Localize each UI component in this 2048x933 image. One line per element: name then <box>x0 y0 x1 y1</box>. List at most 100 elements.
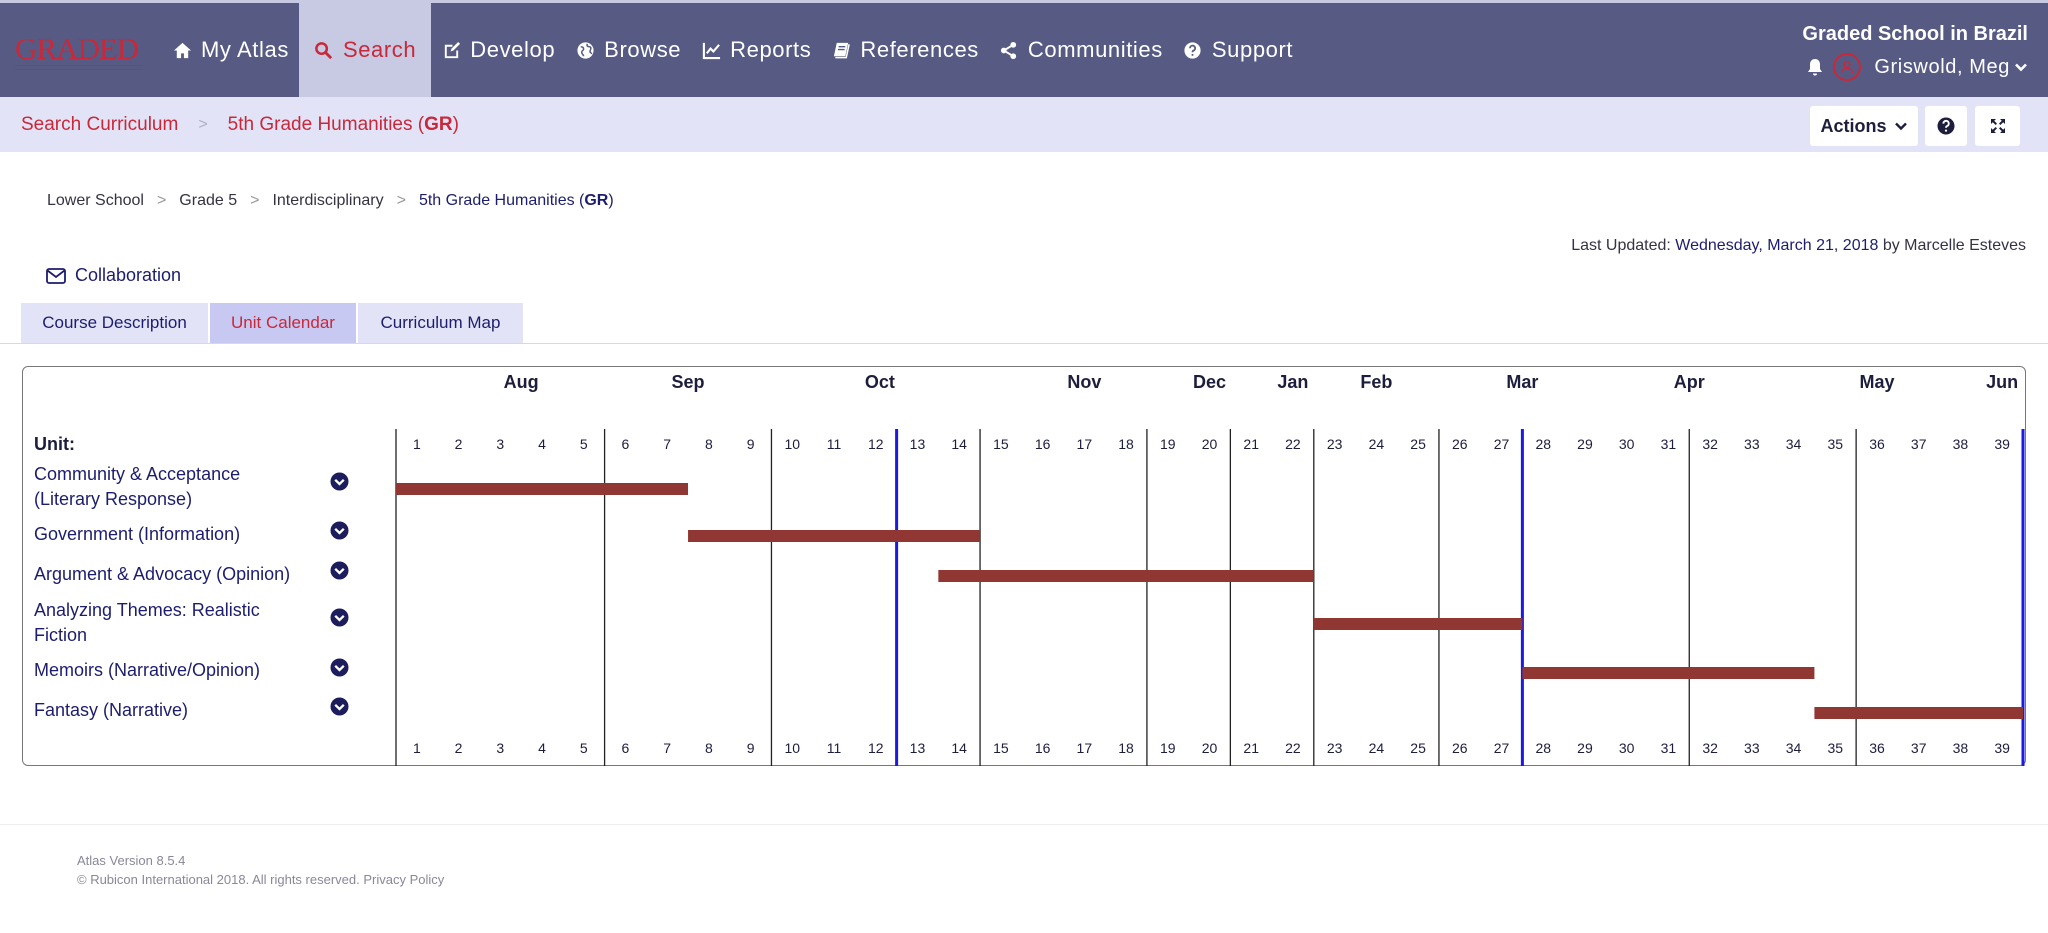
chevron-circle-down-icon[interactable] <box>330 697 349 716</box>
month-label: Dec <box>1192 372 1227 392</box>
tab-unit-calendar[interactable]: Unit Calendar <box>210 303 356 343</box>
breadcrumb-separator: > <box>396 192 406 209</box>
nav-develop[interactable]: Develop <box>431 3 565 97</box>
course-link[interactable]: 5th Grade Humanities (GR) <box>228 114 459 136</box>
week-number-bottom: 15 <box>993 740 1009 756</box>
chevron-down-icon <box>2015 63 2027 72</box>
actions-button[interactable]: Actions <box>1810 106 1918 146</box>
nav-label: Support <box>1211 37 1294 62</box>
month-label: Feb <box>1360 372 1393 392</box>
last-updated-date[interactable]: Wednesday, March 21, 2018 <box>1675 237 1879 254</box>
privacy-policy-link[interactable]: Privacy Policy <box>363 872 445 887</box>
week-number-top: 35 <box>1827 436 1844 452</box>
course-tabs: Course Description Unit Calendar Curricu… <box>21 303 525 343</box>
copyright: © Rubicon International 2018. All rights… <box>77 870 444 889</box>
week-number-top: 15 <box>993 436 1009 452</box>
school-name[interactable]: Graded School in Brazil <box>1802 23 2028 45</box>
week-number-top: 3 <box>496 436 505 452</box>
week-number-bottom: 31 <box>1660 740 1677 756</box>
search-curriculum-link[interactable]: Search Curriculum <box>21 114 179 135</box>
week-number-bottom: 4 <box>538 740 546 756</box>
unit-name[interactable]: Argument & Advocacy (Opinion) <box>34 564 291 584</box>
chevron-circle-down-icon[interactable] <box>330 472 349 491</box>
week-number-top: 36 <box>1869 436 1885 452</box>
nav-references[interactable]: References <box>821 3 989 97</box>
nav-search[interactable]: Search <box>298 3 432 97</box>
nav-browse[interactable]: Browse <box>565 3 691 97</box>
week-number-top: 19 <box>1159 436 1176 452</box>
week-number-bottom: 19 <box>1159 740 1176 756</box>
week-number-top: 31 <box>1660 436 1677 452</box>
month-label: Jan <box>1277 372 1309 392</box>
avatar[interactable] <box>1833 53 1862 81</box>
week-number-bottom: 20 <box>1201 740 1218 756</box>
chevron-circle-down-icon[interactable] <box>330 561 349 580</box>
week-number-top: 34 <box>1785 436 1802 452</box>
last-updated-prefix: Last Updated: <box>1571 237 1676 254</box>
breadcrumb-item[interactable]: Grade 5 <box>179 192 238 209</box>
last-updated: Last Updated: Wednesday, March 21, 2018 … <box>1571 237 2026 255</box>
bell-icon[interactable] <box>1805 57 1825 77</box>
chevron-circle-down-icon[interactable] <box>330 608 349 627</box>
week-number-bottom: 38 <box>1952 740 1969 756</box>
month-label: Aug <box>503 372 539 392</box>
week-number-bottom: 16 <box>1034 740 1051 756</box>
week-number-top: 4 <box>538 436 546 452</box>
week-number-bottom: 22 <box>1285 740 1301 756</box>
week-number-bottom: 34 <box>1785 740 1802 756</box>
unit-column-header: Unit: <box>34 434 75 454</box>
nav-communities[interactable]: Communities <box>989 3 1173 97</box>
week-number-bottom: 6 <box>621 740 630 756</box>
week-number-top: 10 <box>784 436 801 452</box>
unit-name[interactable]: Analyzing Themes: Realistic Fiction <box>34 600 260 645</box>
week-number-bottom: 12 <box>867 740 884 756</box>
collaboration-label: Collaboration <box>75 265 182 285</box>
chevron-circle-down-icon[interactable] <box>330 658 349 677</box>
fullscreen-button[interactable] <box>1975 106 2020 146</box>
week-number-bottom: 13 <box>909 740 926 756</box>
week-number-bottom: 10 <box>784 740 801 756</box>
help-button[interactable] <box>1925 106 1967 146</box>
breadcrumb: Lower School > Grade 5 > Interdisciplinary >5… <box>47 192 614 210</box>
week-number-bottom: 25 <box>1410 740 1426 756</box>
month-label: Oct <box>864 372 895 392</box>
logo-text: GRADED <box>15 31 139 66</box>
unit-name[interactable]: Memoirs (Narrative/Opinion) <box>34 660 261 680</box>
week-number-top: 21 <box>1243 436 1259 452</box>
week-number-top: 7 <box>663 436 672 452</box>
unit-name[interactable]: Fantasy (Narrative) <box>34 700 189 720</box>
month-label: May <box>1859 372 1895 392</box>
week-number-top: 17 <box>1076 436 1093 452</box>
week-number-bottom: 5 <box>579 740 588 756</box>
course-title-prefix: 5th Grade Humanities ( <box>227 114 425 135</box>
unit-name[interactable]: Community & Acceptance (Literary Respons… <box>34 464 241 509</box>
user-menu[interactable]: Griswold, Meg <box>1805 53 2028 81</box>
nav-label: Communities <box>1027 37 1163 62</box>
current-code: GR <box>584 192 609 209</box>
chevron-circle-down-icon[interactable] <box>330 521 349 540</box>
week-number-bottom: 21 <box>1243 740 1259 756</box>
week-number-top: 26 <box>1452 436 1468 452</box>
unit-calendar <box>22 366 2026 766</box>
graded-logo[interactable]: GRADED <box>15 33 145 73</box>
week-number-bottom: 11 <box>826 740 842 756</box>
week-number-top: 38 <box>1952 436 1969 452</box>
week-number-top: 20 <box>1201 436 1218 452</box>
nav-my-atlas[interactable]: My Atlas <box>162 3 299 97</box>
tab-course-description[interactable]: Course Description <box>21 303 208 343</box>
nav-label: Search <box>342 37 417 62</box>
breadcrumb-separator: > <box>156 192 167 209</box>
week-number-bottom: 3 <box>496 740 505 756</box>
atlas-version: Atlas Version 8.5.4 <box>77 853 186 868</box>
week-number-bottom: 14 <box>951 740 967 756</box>
nav-support[interactable]: Support <box>1173 3 1303 97</box>
breadcrumb-item[interactable]: Interdisciplinary <box>272 192 384 209</box>
week-number-bottom: 24 <box>1368 740 1385 756</box>
month-label: Apr <box>1673 372 1705 392</box>
collaboration-link[interactable]: Collaboration <box>46 265 181 286</box>
current-suffix: ) <box>608 192 614 209</box>
unit-name[interactable]: Government (Information) <box>34 524 241 544</box>
nav-reports[interactable]: Reports <box>691 3 821 97</box>
tab-curriculum-map[interactable]: Curriculum Map <box>358 303 523 343</box>
breadcrumb-item[interactable]: Lower School <box>47 192 144 209</box>
